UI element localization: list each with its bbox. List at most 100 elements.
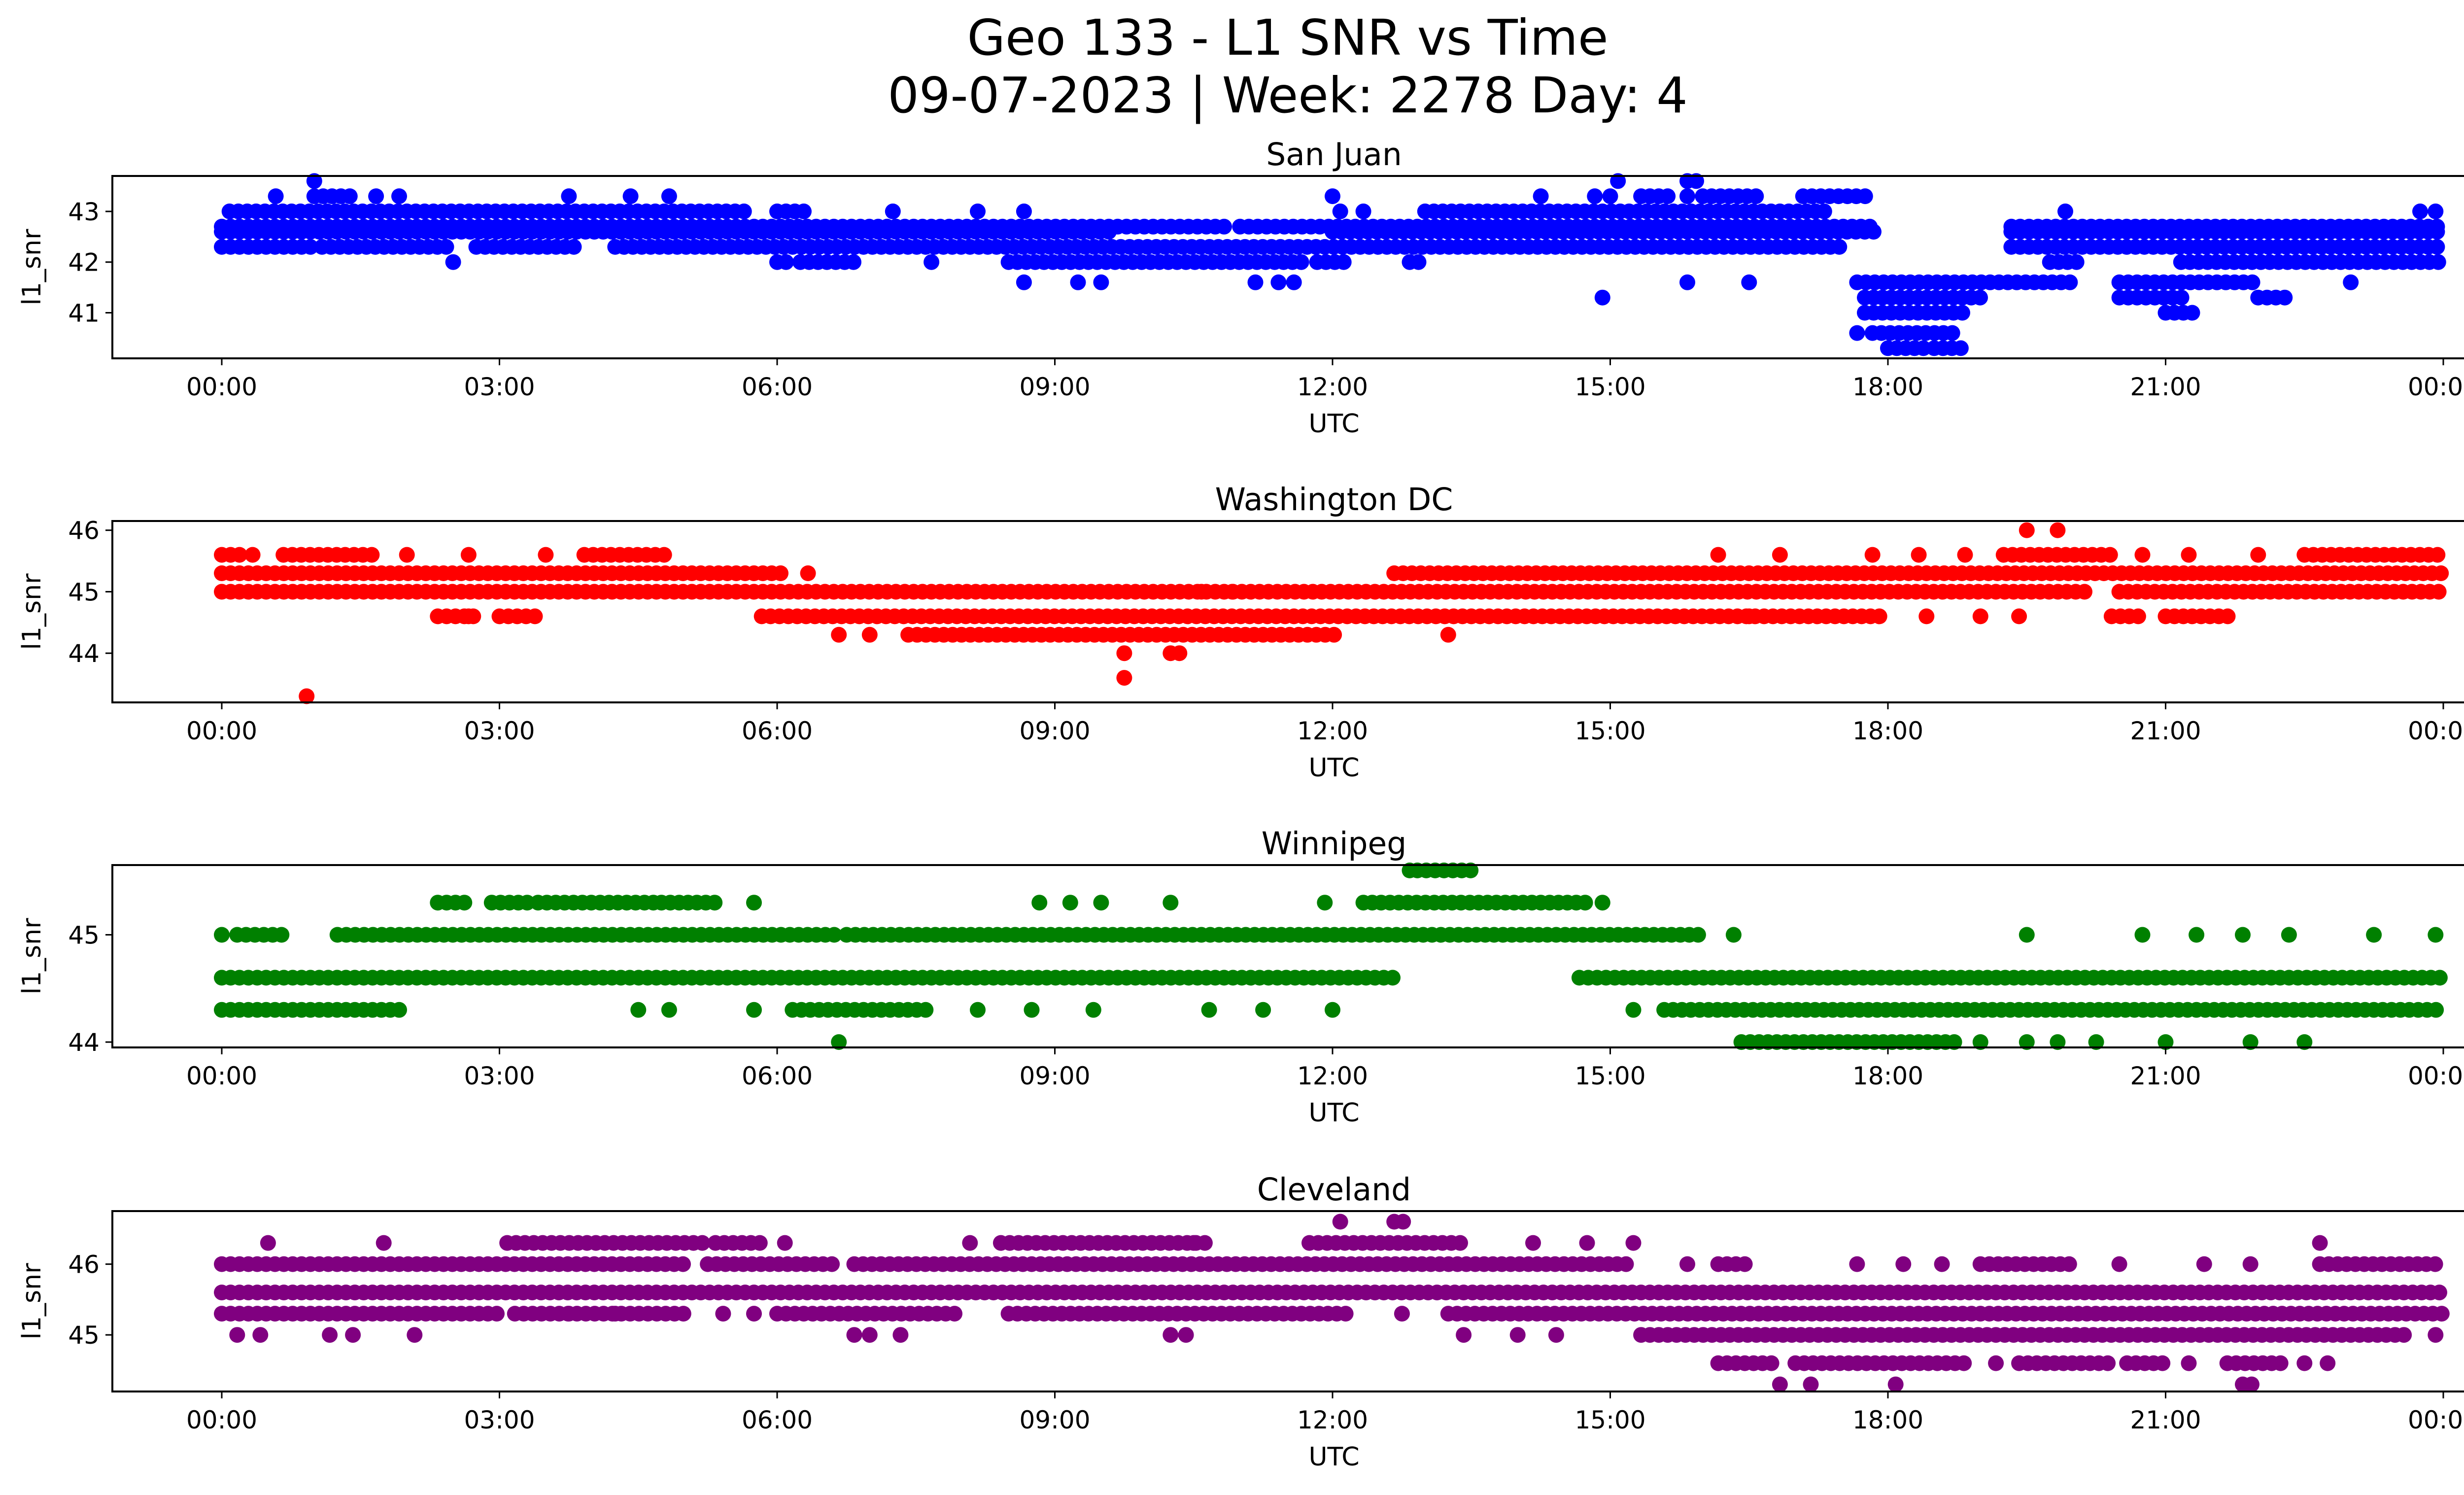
data-point [1679, 1256, 1695, 1272]
data-point [962, 1235, 978, 1251]
figure-title-line2: 09-07-2023 | Week: 2278 Day: 4 [888, 67, 1688, 124]
data-point [566, 239, 582, 255]
data-point [846, 254, 861, 270]
x-tick-label: 00:00 [2408, 1062, 2464, 1090]
y-tick-label: 44 [68, 639, 100, 668]
panel-title: Washington DC [1215, 482, 1453, 518]
data-point [885, 203, 901, 219]
data-point [622, 188, 639, 205]
data-point [1216, 218, 1232, 235]
data-point [2433, 565, 2449, 581]
data-points [214, 862, 2448, 1050]
x-tick-label: 06:00 [742, 717, 813, 745]
data-point [1533, 188, 1549, 205]
y-tick-label: 41 [68, 299, 100, 328]
data-point [1895, 1256, 1912, 1272]
data-point [1197, 1235, 1213, 1251]
data-point [752, 1235, 768, 1251]
y-axis-label: l1_snr [17, 1263, 47, 1340]
data-point [1625, 1002, 1642, 1018]
data-point [2431, 1285, 2447, 1301]
data-point [1171, 645, 1188, 661]
data-point [1577, 895, 1593, 911]
panel-title: Winnipeg [1262, 826, 1407, 862]
data-point [489, 1306, 505, 1322]
data-point [2366, 927, 2382, 943]
data-point [1934, 1256, 1950, 1272]
data-point [1193, 584, 1209, 600]
data-point [1594, 289, 1610, 306]
data-point [778, 254, 794, 270]
data-point [306, 173, 322, 189]
data-point [2431, 970, 2448, 986]
data-point [1456, 1327, 1472, 1343]
x-tick-label: 00:00 [186, 717, 257, 745]
data-point [831, 626, 847, 643]
data-point [1763, 1355, 1780, 1371]
data-point [2242, 1256, 2259, 1272]
data-point [607, 1306, 623, 1322]
data-point [1772, 547, 1788, 563]
x-tick-label: 00:00 [186, 373, 257, 401]
data-point [1831, 239, 1848, 255]
plot-frame [111, 520, 2464, 703]
data-point [1610, 173, 1626, 189]
panel-winnipeg: Winnipeg 00:00 03:00 06:00 09:00 12:00 15:00 18… [17, 826, 2464, 1128]
data-point [1395, 1214, 1411, 1230]
x-axis-label: UTC [1308, 1098, 1359, 1128]
data-point [1849, 325, 1865, 341]
x-tick-label: 06:00 [742, 1062, 813, 1090]
x-tick-label: 21:00 [2130, 717, 2201, 745]
data-point [2296, 1034, 2313, 1050]
data-point [1385, 970, 1401, 986]
data-point [1916, 340, 1931, 356]
data-point [694, 1235, 711, 1251]
data-point [1946, 1034, 1962, 1050]
data-points [214, 1214, 2450, 1392]
data-point [364, 547, 380, 563]
data-point [2077, 584, 2092, 600]
y-tick-label: 45 [68, 578, 100, 606]
data-point [1602, 188, 1618, 205]
data-point [1741, 608, 1757, 625]
data-point [1332, 203, 1348, 219]
data-point [1031, 895, 1048, 911]
data-point [1085, 1002, 1101, 1018]
data-point [2111, 1256, 2127, 1272]
data-point [1944, 325, 1960, 341]
y-tick-label: 44 [68, 1028, 100, 1057]
x-tick-label: 18:00 [1852, 717, 1923, 745]
data-point [399, 547, 415, 563]
data-point [1988, 1355, 2004, 1371]
figure-title: Geo 133 - L1 SNR vs Time 09-07-2023 | We… [0, 9, 2464, 124]
x-tick-label: 18:00 [1852, 373, 1923, 401]
data-point [2244, 1376, 2259, 1392]
data-point [661, 188, 677, 205]
data-point [1293, 254, 1309, 270]
data-point [1326, 626, 1342, 643]
data-point [214, 927, 230, 943]
data-point [1335, 254, 1352, 270]
data-point [2184, 305, 2200, 321]
data-point [1579, 1235, 1595, 1251]
panel-title: Cleveland [1257, 1172, 1411, 1208]
data-point [1864, 547, 1881, 563]
data-point [1116, 645, 1132, 661]
data-point [2428, 927, 2444, 943]
x-tick-label: 00:00 [2408, 717, 2464, 745]
data-points [214, 522, 2449, 704]
data-point [2130, 608, 2146, 625]
data-point [800, 565, 816, 581]
data-point [519, 895, 535, 911]
data-point [445, 254, 461, 270]
data-point [274, 927, 290, 943]
y-tick-label: 46 [68, 1251, 100, 1279]
data-point [2196, 1256, 2212, 1272]
x-tick-label: 03:00 [464, 1062, 535, 1090]
data-point [1594, 895, 1610, 911]
data-point [777, 1235, 793, 1251]
data-point [460, 608, 477, 625]
data-point [2011, 608, 2027, 625]
data-point [299, 688, 315, 704]
panel-washington-dc: Washington DC 00:00 03:00 06:00 09:00 12:00 15… [17, 482, 2464, 783]
